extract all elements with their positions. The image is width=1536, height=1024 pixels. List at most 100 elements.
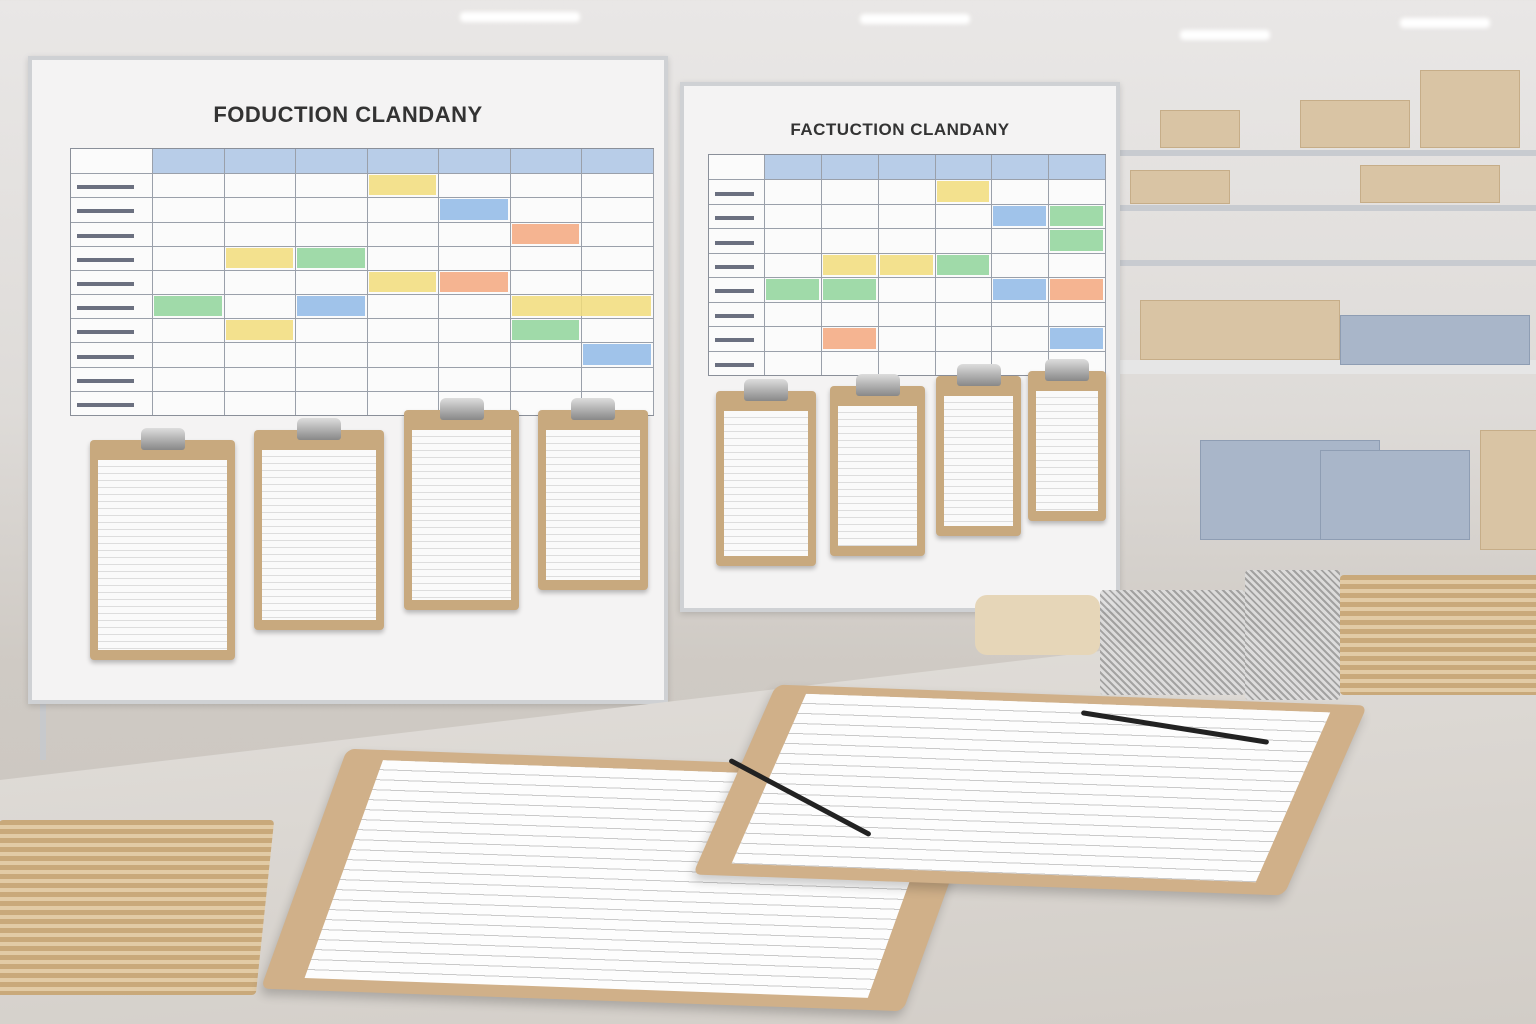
row-label (77, 354, 135, 359)
schedule-block[interactable] (1050, 205, 1103, 227)
schedule-block[interactable] (225, 247, 294, 268)
ceiling-light (1180, 30, 1270, 40)
warehouse-shelves (1120, 70, 1536, 550)
grid-line (71, 173, 653, 175)
schedule-block[interactable] (1050, 279, 1103, 300)
clip-icon (571, 398, 615, 420)
row-label (77, 257, 135, 262)
ceiling-light (860, 14, 970, 24)
schedule-block[interactable] (511, 223, 580, 244)
clip-icon (956, 364, 1001, 386)
grid-line (709, 301, 1105, 303)
grid-line (709, 252, 1105, 254)
grid-line (1105, 155, 1106, 375)
ceiling-light (1400, 18, 1490, 28)
grid-line (709, 277, 1105, 279)
grid-line (653, 149, 654, 415)
row-label (77, 402, 135, 407)
grid-line (709, 326, 1105, 328)
row-label (77, 185, 135, 190)
grid-line (152, 149, 154, 415)
clip-icon (140, 428, 185, 450)
grid-line (1048, 155, 1050, 375)
schedule-block[interactable] (297, 247, 365, 268)
figurine (975, 595, 1100, 655)
clipboard[interactable] (538, 398, 648, 590)
schedule-block[interactable] (1050, 328, 1103, 349)
row-label (715, 265, 754, 269)
schedule-block[interactable] (225, 320, 294, 341)
schedule-block[interactable] (766, 279, 820, 300)
folder-stack (0, 820, 275, 995)
schedule-block[interactable] (511, 320, 580, 341)
schedule-block[interactable] (440, 271, 508, 293)
schedule-block[interactable] (1050, 230, 1103, 251)
clipboard[interactable] (404, 398, 519, 610)
row-label (77, 282, 135, 286)
grid-header (152, 149, 653, 174)
grid-line (71, 197, 653, 199)
row-label (715, 338, 754, 343)
clip-icon (744, 379, 788, 401)
grid-line (71, 318, 653, 320)
row-label (77, 306, 135, 311)
grid-line (709, 228, 1105, 230)
schedule-block[interactable] (368, 175, 437, 196)
clipboard[interactable] (1028, 359, 1106, 521)
grid-line (991, 155, 993, 375)
schedule-block[interactable] (823, 279, 876, 300)
grid-line (71, 294, 653, 296)
schedule-block[interactable] (440, 199, 508, 220)
clip-icon (1045, 359, 1089, 381)
row-label (77, 233, 135, 238)
grid-line (821, 155, 823, 375)
grid-line (71, 245, 653, 247)
grid-line (709, 203, 1105, 205)
row-label (77, 209, 135, 214)
schedule-block[interactable] (936, 254, 990, 276)
clipboard[interactable] (716, 379, 816, 566)
row-label (77, 330, 135, 335)
grid-line (709, 350, 1105, 352)
grid-line (71, 390, 653, 392)
schedule-block[interactable] (511, 296, 651, 317)
board-title: FODUCTION CLANDANY (213, 102, 483, 127)
schedule-block[interactable] (297, 296, 365, 317)
grid-line (509, 149, 511, 415)
grid-line (764, 155, 766, 375)
row-label (715, 216, 754, 221)
schedule-block[interactable] (154, 296, 222, 317)
schedule-block[interactable] (936, 181, 990, 202)
grid-line (438, 149, 440, 415)
schedule-block[interactable] (993, 205, 1047, 227)
clipboard[interactable] (830, 374, 925, 556)
row-label (715, 191, 754, 196)
clipboard[interactable] (254, 418, 384, 630)
row-label (715, 313, 754, 318)
clipboard[interactable] (936, 364, 1021, 536)
schedule-block[interactable] (823, 254, 876, 276)
production-whiteboard: FACTUCTION CLANDANY (680, 82, 1120, 612)
ceiling-light (460, 12, 580, 22)
grid-line (71, 269, 653, 271)
clipboard[interactable] (692, 684, 1368, 896)
grid-line (71, 342, 653, 344)
production-whiteboard: FODUCTION CLANDANY (28, 56, 668, 704)
schedule-block[interactable] (993, 279, 1047, 300)
schedule-block[interactable] (823, 328, 876, 349)
grid-line (709, 179, 1105, 181)
pen-holder (1245, 570, 1340, 700)
grid-line (295, 149, 297, 415)
board-leg (40, 690, 46, 760)
clipboard[interactable] (90, 428, 235, 660)
schedule-block[interactable] (368, 271, 437, 293)
grid-line (877, 155, 879, 375)
clip-icon (439, 398, 484, 420)
grid-line (71, 221, 653, 223)
clip-icon (297, 418, 341, 440)
schedule-block[interactable] (879, 254, 933, 276)
row-label (715, 289, 754, 294)
grid-line (366, 149, 368, 415)
grid-line (581, 149, 583, 415)
schedule-block[interactable] (583, 344, 651, 365)
